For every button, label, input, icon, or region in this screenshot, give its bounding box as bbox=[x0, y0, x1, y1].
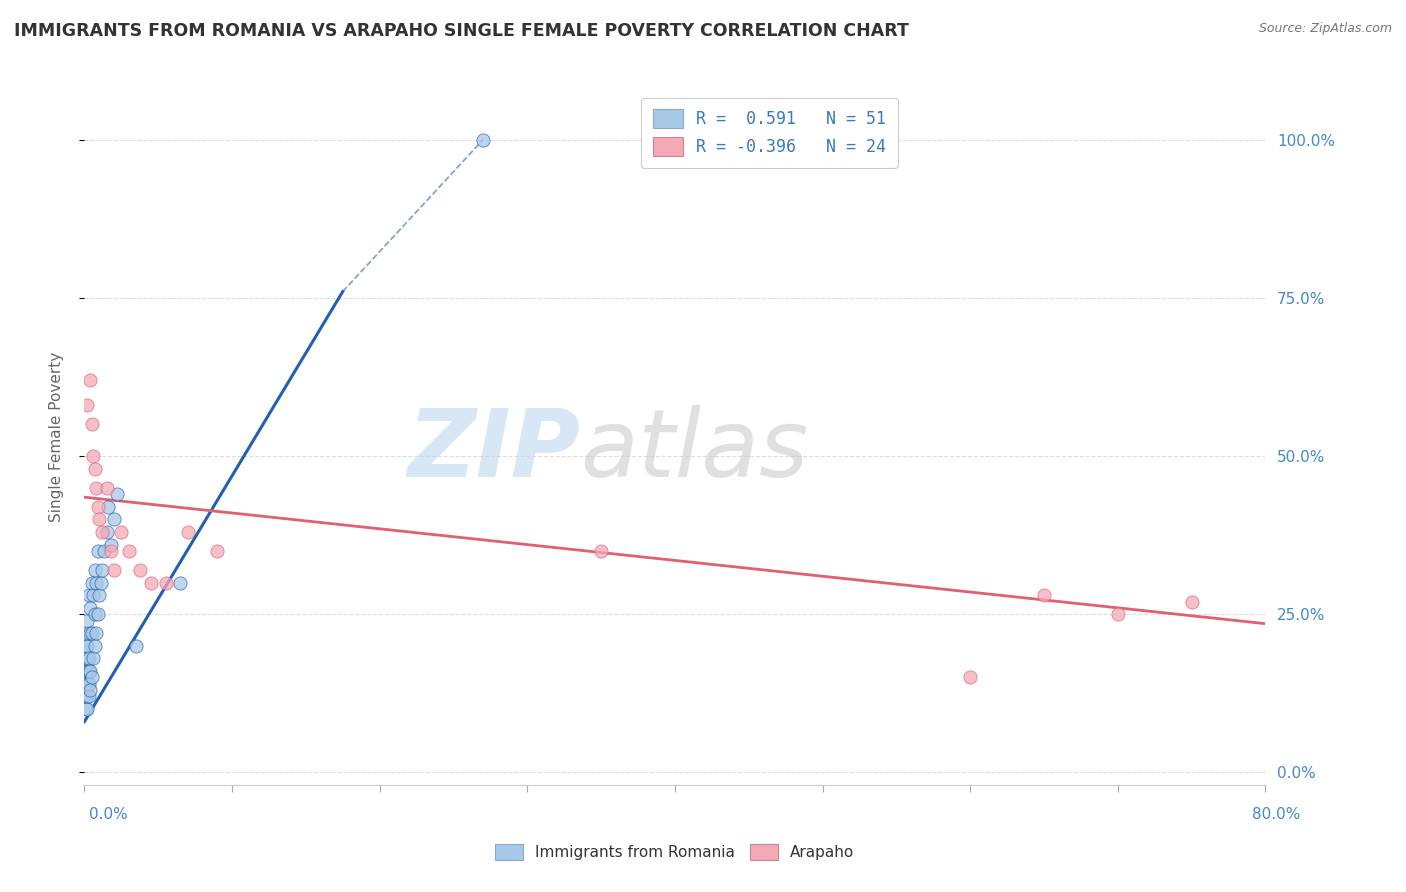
Point bbox=[86, 500, 108, 514]
Point bbox=[75, 645, 97, 659]
Point bbox=[959, 670, 981, 684]
Point bbox=[75, 702, 97, 716]
Point bbox=[86, 607, 108, 622]
Text: ZIP: ZIP bbox=[408, 405, 581, 497]
Point bbox=[100, 544, 122, 558]
Point bbox=[110, 524, 132, 539]
Point bbox=[75, 651, 97, 665]
Point bbox=[76, 677, 98, 691]
Point bbox=[1107, 607, 1129, 622]
Text: Source: ZipAtlas.com: Source: ZipAtlas.com bbox=[1258, 22, 1392, 36]
Point bbox=[77, 677, 100, 691]
Point bbox=[84, 626, 107, 640]
Point bbox=[118, 544, 141, 558]
Point bbox=[77, 651, 100, 665]
Legend: Immigrants from Romania, Arapaho: Immigrants from Romania, Arapaho bbox=[488, 837, 862, 868]
Point bbox=[96, 481, 118, 495]
Point bbox=[89, 588, 111, 602]
Point bbox=[80, 575, 103, 590]
Point bbox=[77, 664, 100, 678]
Point bbox=[82, 651, 104, 665]
Point bbox=[83, 461, 105, 475]
Point bbox=[96, 524, 118, 539]
Point bbox=[84, 575, 107, 590]
Point bbox=[75, 639, 97, 653]
Text: 80.0%: 80.0% bbox=[1253, 807, 1301, 822]
Point bbox=[75, 677, 97, 691]
Point bbox=[75, 657, 97, 672]
Point bbox=[80, 626, 103, 640]
Point bbox=[76, 626, 98, 640]
Point bbox=[125, 639, 148, 653]
Point bbox=[93, 544, 115, 558]
Point bbox=[76, 702, 98, 716]
Point bbox=[76, 664, 98, 678]
Point bbox=[472, 133, 495, 147]
Point bbox=[129, 563, 152, 577]
Point bbox=[1032, 588, 1054, 602]
Point bbox=[80, 417, 103, 432]
Point bbox=[169, 575, 191, 590]
Point bbox=[91, 524, 114, 539]
Point bbox=[103, 563, 125, 577]
Point bbox=[90, 575, 112, 590]
Point bbox=[205, 544, 228, 558]
Point bbox=[155, 575, 177, 590]
Point bbox=[79, 600, 101, 615]
Text: IMMIGRANTS FROM ROMANIA VS ARAPAHO SINGLE FEMALE POVERTY CORRELATION CHART: IMMIGRANTS FROM ROMANIA VS ARAPAHO SINGL… bbox=[14, 22, 908, 40]
Point bbox=[75, 664, 97, 678]
Point bbox=[75, 683, 97, 698]
Point bbox=[591, 544, 613, 558]
Point bbox=[177, 524, 200, 539]
Point bbox=[89, 512, 111, 526]
Point bbox=[77, 690, 100, 704]
Point bbox=[82, 588, 104, 602]
Point bbox=[139, 575, 162, 590]
Point bbox=[83, 639, 105, 653]
Point bbox=[79, 626, 101, 640]
Point bbox=[76, 651, 98, 665]
Point bbox=[76, 399, 98, 413]
Point bbox=[82, 449, 104, 463]
Point bbox=[76, 690, 98, 704]
Point bbox=[83, 607, 105, 622]
Point bbox=[79, 683, 101, 698]
Text: 0.0%: 0.0% bbox=[89, 807, 128, 822]
Point bbox=[76, 639, 98, 653]
Point bbox=[103, 512, 125, 526]
Y-axis label: Single Female Poverty: Single Female Poverty bbox=[49, 352, 63, 522]
Point bbox=[75, 690, 97, 704]
Point bbox=[79, 373, 101, 387]
Point bbox=[97, 500, 120, 514]
Point bbox=[79, 664, 101, 678]
Point bbox=[105, 487, 128, 501]
Point bbox=[1181, 594, 1204, 608]
Point bbox=[100, 538, 122, 552]
Point bbox=[80, 670, 103, 684]
Point bbox=[83, 563, 105, 577]
Point bbox=[84, 481, 107, 495]
Point bbox=[75, 670, 97, 684]
Point bbox=[77, 588, 100, 602]
Point bbox=[86, 544, 108, 558]
Point bbox=[76, 614, 98, 628]
Text: atlas: atlas bbox=[581, 406, 808, 497]
Point bbox=[91, 563, 114, 577]
